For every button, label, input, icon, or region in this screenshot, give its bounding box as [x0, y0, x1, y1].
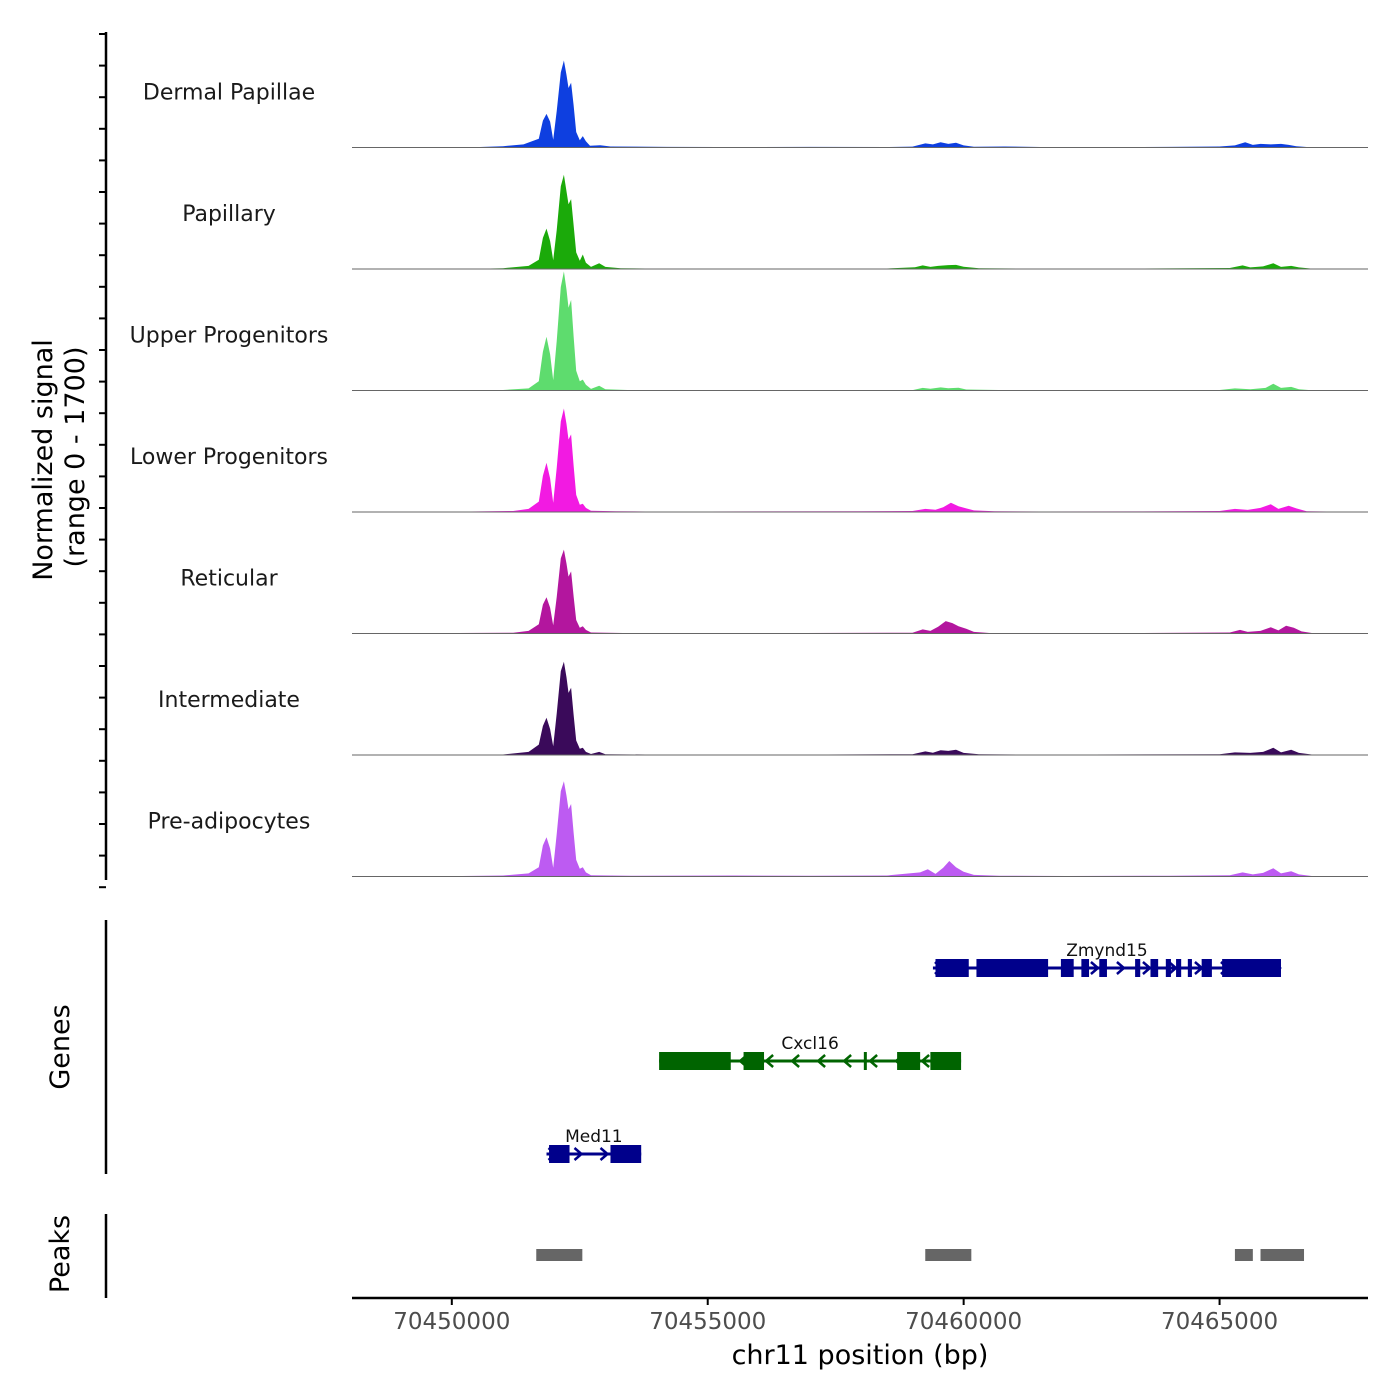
gene-label-cxcl16: Cxcl16	[781, 1034, 838, 1054]
signal-area-upper-progenitors	[352, 271, 1368, 391]
signal-area-lower-progenitors	[352, 408, 1368, 512]
exon	[1222, 959, 1281, 977]
track-label-pre-adipocytes: Pre-adipocytes	[148, 810, 311, 835]
track-label-intermediate: Intermediate	[158, 688, 300, 713]
track-label-upper-progenitors: Upper Progenitors	[130, 324, 329, 349]
x-axis: 70450000 70455000 70460000 70465000 chr11 po…	[352, 1296, 1368, 1371]
x-axis-title: chr11 position (bp)	[732, 1340, 989, 1371]
y-axis-title: Normalized signal	[28, 339, 59, 581]
track-label-lower-progenitors: Lower Progenitors	[130, 445, 328, 470]
exon	[976, 959, 1049, 977]
x-tick-label: 70460000	[905, 1309, 1022, 1335]
exon	[1165, 959, 1171, 977]
exon	[863, 1052, 867, 1070]
exon	[743, 1052, 765, 1070]
peaks-panel	[536, 1249, 1305, 1261]
gene-med11: Med11	[546, 1127, 642, 1163]
strand-arrow	[842, 1054, 852, 1068]
peak-bar	[925, 1249, 972, 1261]
track-upper-progenitors: Upper Progenitors	[130, 271, 1368, 391]
x-tick-label: 70450000	[393, 1309, 510, 1335]
x-tick-label: 70455000	[649, 1309, 766, 1335]
strand-arrow	[764, 1054, 774, 1068]
strand-arrow	[816, 1054, 826, 1068]
exon	[897, 1052, 921, 1070]
exon	[610, 1145, 642, 1163]
track-lower-progenitors: Lower Progenitors	[130, 408, 1368, 513]
exon	[1060, 959, 1074, 977]
track-dermal-papillae: Dermal Papillae	[143, 60, 1368, 148]
peak-bar	[1234, 1249, 1253, 1261]
strand-arrow	[1090, 961, 1100, 975]
peak-bar	[1260, 1249, 1305, 1261]
exon	[935, 959, 969, 977]
strand-arrow	[920, 1054, 930, 1068]
exon	[1187, 959, 1192, 977]
signal-area-pre-adipocytes	[352, 781, 1368, 877]
strand-arrow	[599, 1147, 610, 1161]
track-papillary: Papillary	[182, 174, 1368, 270]
exon	[659, 1052, 731, 1070]
track-label-reticular: Reticular	[180, 567, 278, 592]
y-axis-range: (range 0 - 1700)	[60, 347, 91, 568]
strand-arrow	[1168, 961, 1178, 975]
coverage-panel: Dermal Papillae Papillary Upper Progenitor…	[130, 60, 1368, 877]
signal-area-papillary	[352, 174, 1368, 269]
exon	[1099, 959, 1107, 977]
gene-zmynd15: Zmynd15	[932, 941, 1282, 977]
strand-arrow	[790, 1054, 800, 1068]
strand-arrow	[1142, 961, 1152, 975]
track-label-dermal-papillae: Dermal Papillae	[143, 81, 315, 106]
x-tick-label: 70465000	[1161, 1309, 1278, 1335]
genes-panel-title: Genes	[45, 1004, 76, 1089]
peaks-panel-title: Peaks	[45, 1215, 76, 1293]
strand-arrow	[1116, 961, 1126, 975]
signal-area-dermal-papillae	[352, 60, 1368, 148]
track-label-papillary: Papillary	[182, 202, 276, 227]
exon	[1150, 959, 1159, 977]
exon	[1135, 959, 1141, 977]
track-reticular: Reticular	[180, 549, 1368, 634]
track-pre-adipocytes: Pre-adipocytes	[148, 781, 1368, 877]
exon	[930, 1052, 962, 1070]
exon	[1176, 959, 1182, 977]
gene-label-med11: Med11	[565, 1127, 623, 1147]
exon	[549, 1145, 570, 1163]
side-axes: Normalized signal (range 0 - 1700) Genes Pe…	[28, 32, 108, 1298]
exon	[1081, 959, 1090, 977]
exon	[1201, 959, 1212, 977]
peak-bar	[536, 1249, 583, 1261]
strand-arrow	[868, 1054, 878, 1068]
signal-area-intermediate	[352, 661, 1368, 755]
gene-cxcl16: Cxcl16	[659, 1034, 962, 1070]
genes-panel: Zmynd15 Cxcl16 Med11	[546, 941, 1282, 1163]
strand-arrow	[573, 1147, 584, 1161]
signal-area-reticular	[352, 549, 1368, 634]
gene-label-zmynd15: Zmynd15	[1066, 941, 1147, 961]
track-intermediate: Intermediate	[158, 661, 1368, 756]
